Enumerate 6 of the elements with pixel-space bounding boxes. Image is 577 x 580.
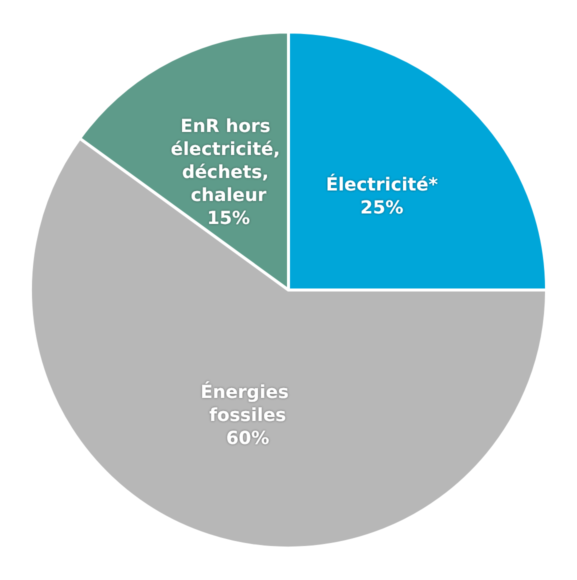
data-label: 15% (207, 208, 250, 229)
data-label: 25% (360, 198, 404, 219)
data-label: 60% (226, 428, 270, 450)
slice-label: EnR hors électricité, déchets, chaleur (170, 116, 286, 206)
slice-label: Électricité* (326, 174, 438, 196)
slice-label: Énergies fossiles (200, 381, 295, 426)
